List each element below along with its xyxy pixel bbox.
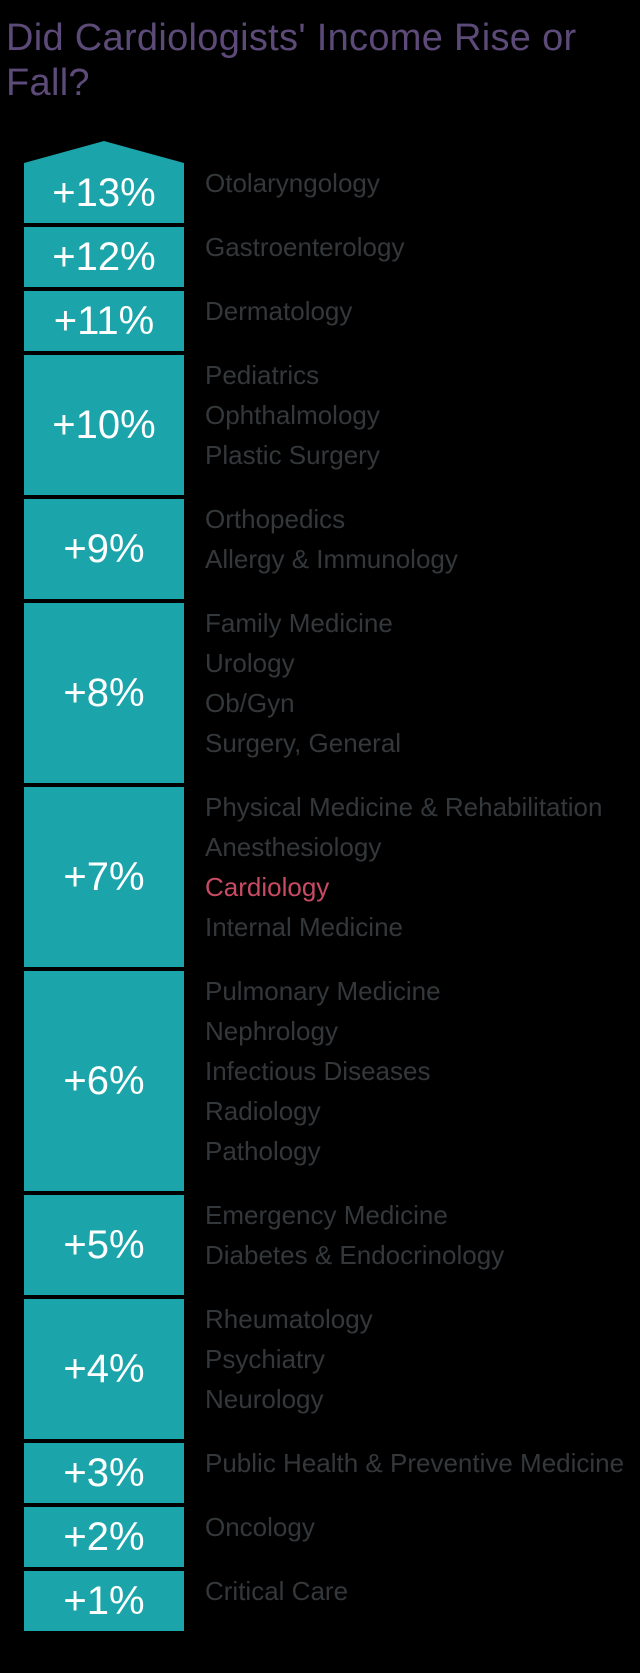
chart-row: +7% Physical Medicine & Rehabilitation An…: [24, 787, 624, 967]
specialty-label: Dermatology: [205, 295, 353, 326]
percent-change-label: +7%: [63, 854, 145, 899]
bar-block: +7%: [24, 787, 184, 967]
specialty-label: Pediatrics: [205, 359, 320, 390]
chart-title-line-2: Fall?: [6, 62, 90, 104]
specialty-label: Otolaryngology: [205, 167, 380, 198]
specialty-label: Orthopedics: [205, 503, 346, 534]
bar-block: +1%: [24, 1571, 184, 1631]
specialty-label-group: Otolaryngology: [205, 163, 380, 203]
percent-change-label: +13%: [52, 170, 156, 215]
specialty-label: Allergy & Immunology: [205, 543, 458, 574]
specialty-label: Internal Medicine: [205, 911, 403, 942]
specialty-label: Oncology: [205, 1511, 315, 1542]
specialty-label-group: Emergency Medicine Diabetes & Endocrinolo…: [205, 1195, 504, 1275]
specialty-label: Psychiatry: [205, 1343, 325, 1374]
percent-change-label: +9%: [63, 526, 145, 571]
chart-row: +13% Otolaryngology: [24, 163, 624, 223]
specialty-label: Pulmonary Medicine: [205, 975, 441, 1006]
chart-title: Did Cardiologists' Income Rise or Fall?: [6, 16, 576, 106]
specialty-label-group: Gastroenterology: [205, 227, 404, 267]
specialty-label: Gastroenterology: [205, 231, 405, 262]
bar-block: +13%: [24, 163, 184, 223]
specialty-label: Diabetes & Endocrinology: [205, 1239, 505, 1270]
chart: +13% Otolaryngology +12% Gastroenterolog…: [24, 163, 624, 1635]
bar-block: +2%: [24, 1507, 184, 1567]
specialty-label-group: Critical Care: [205, 1571, 348, 1611]
specialty-label-group: Dermatology: [205, 291, 352, 331]
chart-title-line-1: Did Cardiologists' Income Rise or: [6, 17, 577, 59]
specialty-label: Nephrology: [205, 1015, 338, 1046]
specialty-label-group: Physical Medicine & Rehabilitation Anesth…: [205, 787, 602, 947]
chart-row: +11% Dermatology: [24, 291, 624, 351]
specialty-label-group: Pediatrics Ophthalmology Plastic Surgery: [205, 355, 380, 475]
specialty-label: Neurology: [205, 1383, 324, 1414]
percent-change-label: +11%: [53, 298, 155, 343]
chart-row: +12% Gastroenterology: [24, 227, 624, 287]
percent-change-label: +12%: [52, 234, 156, 279]
bar-block: +10%: [24, 355, 184, 495]
specialty-label: Plastic Surgery: [205, 439, 380, 470]
chart-row: +3% Public Health & Preventive Medicine: [24, 1443, 624, 1503]
specialty-label-group: Rheumatology Psychiatry Neurology: [205, 1299, 373, 1419]
specialty-label: Radiology: [205, 1095, 321, 1126]
bar-block: +3%: [24, 1443, 184, 1503]
chart-row: +9% Orthopedics Allergy & Immunology: [24, 499, 624, 599]
specialty-label-group: Family Medicine Urology Ob/Gyn Surgery, Gen…: [205, 603, 401, 763]
specialty-label: Pathology: [205, 1135, 321, 1166]
percent-change-label: +3%: [63, 1450, 145, 1495]
bar-block: +9%: [24, 499, 184, 599]
percent-change-label: +4%: [63, 1346, 145, 1391]
chart-row: +8% Family Medicine Urology Ob/Gyn Surgery,…: [24, 603, 624, 783]
percent-change-label: +10%: [52, 402, 156, 447]
chart-row: +5% Emergency Medicine Diabetes & Endocri…: [24, 1195, 624, 1295]
specialty-label: Infectious Diseases: [205, 1055, 431, 1086]
specialty-label: Critical Care: [205, 1575, 349, 1606]
specialty-label: Ob/Gyn: [205, 687, 295, 718]
chart-row: +2% Oncology: [24, 1507, 624, 1567]
percent-change-label: +6%: [63, 1058, 145, 1103]
specialty-label: Ophthalmology: [205, 399, 380, 430]
specialty-label: Surgery, General: [205, 727, 402, 758]
percent-change-label: +1%: [63, 1578, 145, 1623]
specialty-label: Physical Medicine & Rehabilitation: [205, 791, 603, 822]
specialty-label: Emergency Medicine: [205, 1199, 448, 1230]
bar-block: +6%: [24, 971, 184, 1191]
percent-change-label: +5%: [63, 1222, 145, 1267]
percent-change-label: +2%: [63, 1514, 145, 1559]
bar-block: +11%: [24, 291, 184, 351]
bar-block: +8%: [24, 603, 184, 783]
specialty-label-group: Public Health & Preventive Medicine: [205, 1443, 624, 1483]
percent-change-label: +8%: [63, 670, 145, 715]
chart-row: +10% Pediatrics Ophthalmology Plastic Surg…: [24, 355, 624, 495]
specialty-label: Public Health & Preventive Medicine: [205, 1447, 625, 1478]
specialty-label: Anesthesiology: [205, 831, 382, 862]
specialty-label-group: Orthopedics Allergy & Immunology: [205, 499, 458, 579]
bar-block: +4%: [24, 1299, 184, 1439]
chart-row: +6% Pulmonary Medicine Nephrology Infectio…: [24, 971, 624, 1191]
chart-row: +4% Rheumatology Psychiatry Neurology: [24, 1299, 624, 1439]
chart-row: +1% Critical Care: [24, 1571, 624, 1631]
specialty-label-group: Oncology: [205, 1507, 315, 1547]
bar-block: +5%: [24, 1195, 184, 1295]
specialty-label: Rheumatology: [205, 1303, 373, 1334]
bar-block: +12%: [24, 227, 184, 287]
specialty-label: Urology: [205, 647, 295, 678]
specialty-label-group: Pulmonary Medicine Nephrology Infectious D…: [205, 971, 441, 1171]
specialty-label: Family Medicine: [205, 607, 393, 638]
specialty-label-highlighted: Cardiology: [205, 871, 330, 902]
